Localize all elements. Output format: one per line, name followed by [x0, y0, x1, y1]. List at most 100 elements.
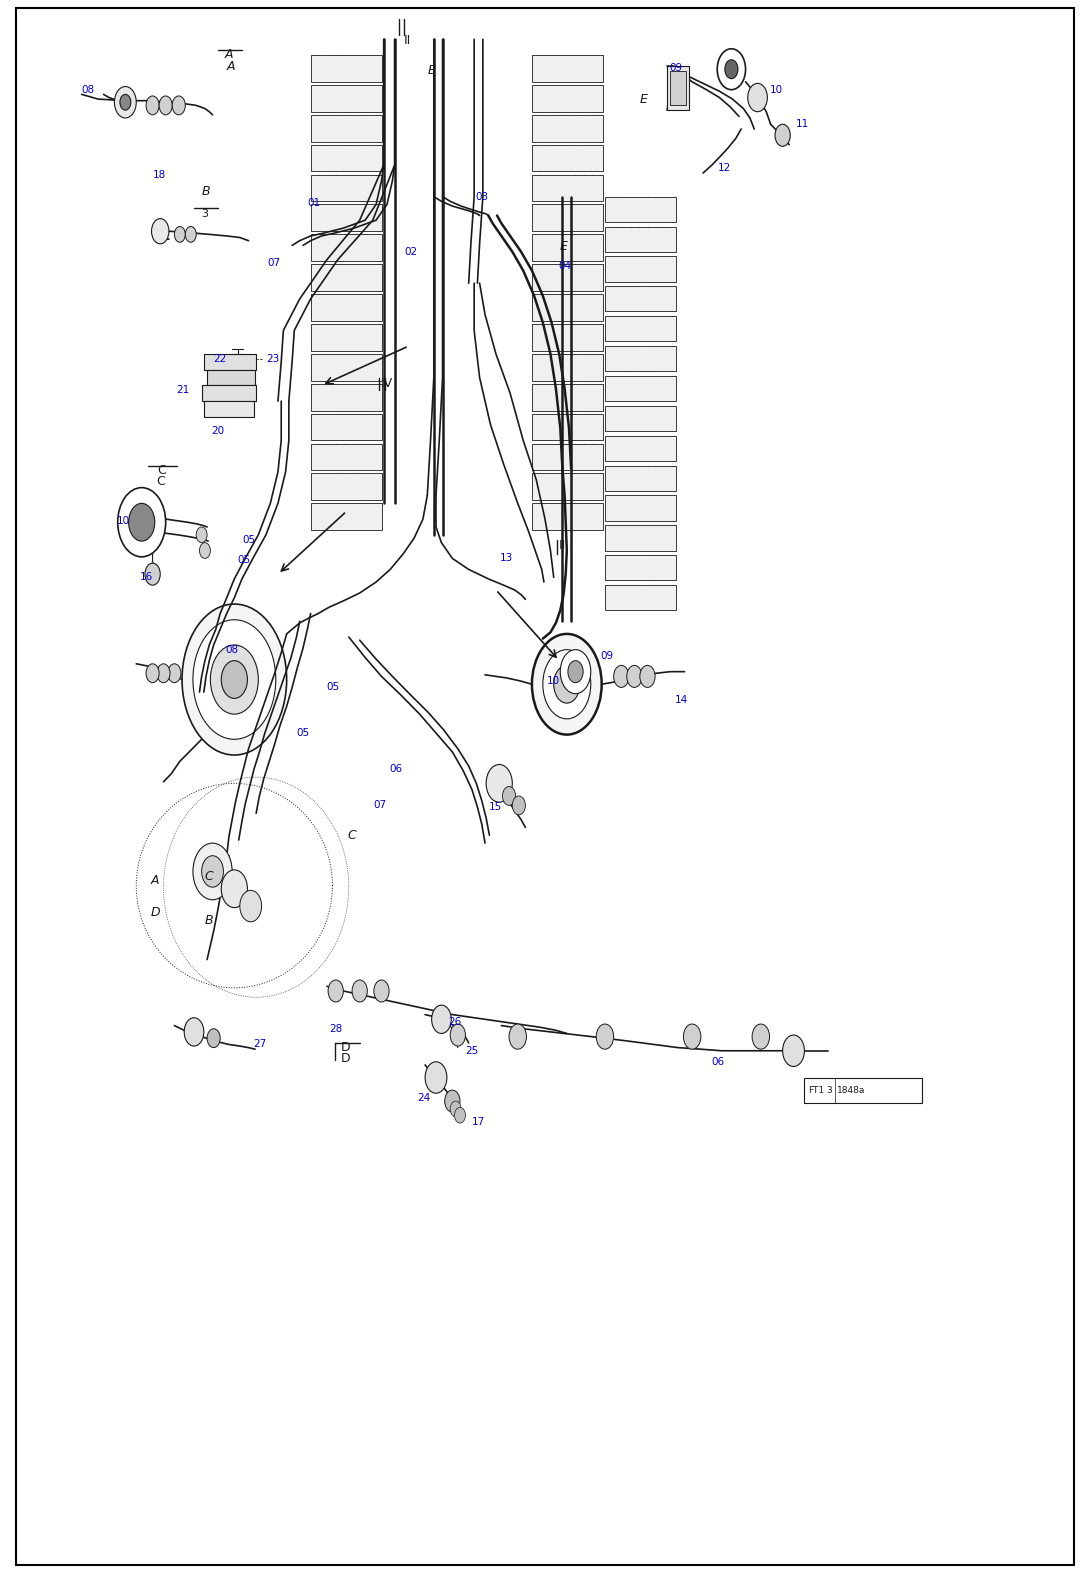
- Bar: [532, 175, 603, 201]
- Text: 27: 27: [253, 1040, 266, 1049]
- Circle shape: [432, 1005, 451, 1033]
- Text: 09: 09: [669, 63, 682, 72]
- Text: 06: 06: [389, 764, 402, 774]
- Text: 23: 23: [266, 354, 279, 363]
- Circle shape: [146, 96, 159, 115]
- Text: B: B: [202, 186, 210, 198]
- Circle shape: [560, 650, 591, 694]
- Circle shape: [450, 1101, 461, 1117]
- Bar: [605, 227, 676, 252]
- Text: D: D: [150, 906, 160, 919]
- Circle shape: [352, 980, 367, 1002]
- Bar: [532, 503, 603, 530]
- Circle shape: [172, 96, 185, 115]
- Bar: [532, 55, 603, 82]
- Bar: [311, 354, 382, 381]
- Bar: [605, 525, 676, 551]
- Circle shape: [129, 503, 155, 541]
- Text: 25: 25: [465, 1046, 479, 1055]
- Bar: [311, 115, 382, 142]
- Text: E: E: [640, 93, 647, 105]
- Bar: [532, 354, 603, 381]
- Text: 08: 08: [226, 645, 239, 654]
- Circle shape: [512, 796, 525, 815]
- Text: D: D: [341, 1052, 351, 1065]
- Text: 10: 10: [117, 516, 130, 525]
- Circle shape: [146, 664, 159, 683]
- Bar: [605, 555, 676, 580]
- Text: 18: 18: [153, 170, 166, 179]
- Circle shape: [199, 543, 210, 558]
- Bar: [532, 384, 603, 411]
- Circle shape: [543, 650, 591, 719]
- Circle shape: [184, 1018, 204, 1046]
- Bar: [204, 354, 256, 370]
- Text: 05: 05: [326, 683, 339, 692]
- Text: 04: 04: [558, 261, 571, 271]
- Text: 22: 22: [214, 354, 227, 363]
- Circle shape: [640, 665, 655, 687]
- Circle shape: [182, 604, 287, 755]
- Text: 28: 28: [329, 1024, 342, 1033]
- Bar: [311, 145, 382, 171]
- Text: 10: 10: [547, 676, 560, 686]
- Bar: [311, 55, 382, 82]
- Text: A: A: [227, 60, 235, 72]
- Bar: [605, 585, 676, 610]
- Circle shape: [486, 764, 512, 802]
- Bar: [605, 346, 676, 371]
- Circle shape: [425, 1062, 447, 1093]
- Bar: [532, 115, 603, 142]
- Circle shape: [240, 890, 262, 922]
- Bar: [670, 71, 686, 105]
- Circle shape: [185, 227, 196, 242]
- Text: 20: 20: [211, 426, 225, 436]
- Bar: [605, 256, 676, 282]
- Text: 03: 03: [475, 192, 488, 201]
- Circle shape: [118, 488, 166, 557]
- Circle shape: [196, 527, 207, 543]
- Bar: [311, 414, 382, 440]
- Circle shape: [159, 96, 172, 115]
- Circle shape: [775, 124, 790, 146]
- Circle shape: [193, 620, 276, 739]
- Text: 05: 05: [296, 728, 310, 738]
- Text: 17: 17: [472, 1117, 485, 1126]
- Bar: [202, 385, 256, 401]
- Bar: [207, 370, 255, 385]
- Bar: [605, 436, 676, 461]
- Bar: [804, 1078, 922, 1103]
- Circle shape: [114, 87, 136, 118]
- Text: 12: 12: [718, 164, 731, 173]
- Circle shape: [174, 227, 185, 242]
- Circle shape: [717, 49, 746, 90]
- Circle shape: [221, 661, 247, 698]
- Text: 07: 07: [374, 801, 387, 810]
- Bar: [204, 401, 254, 417]
- Text: 13: 13: [500, 554, 513, 563]
- Circle shape: [221, 870, 247, 908]
- Bar: [605, 197, 676, 222]
- Bar: [532, 204, 603, 231]
- Text: FT1: FT1: [808, 1085, 824, 1095]
- Text: 26: 26: [448, 1018, 461, 1027]
- Circle shape: [328, 980, 343, 1002]
- Bar: [311, 324, 382, 351]
- Bar: [311, 503, 382, 530]
- Bar: [532, 473, 603, 500]
- Circle shape: [568, 661, 583, 683]
- Text: D: D: [341, 1041, 350, 1054]
- Circle shape: [627, 665, 642, 687]
- Text: 09: 09: [601, 651, 614, 661]
- Text: E: E: [427, 64, 435, 77]
- Bar: [532, 85, 603, 112]
- Text: II: II: [403, 35, 411, 47]
- Text: C: C: [156, 475, 165, 488]
- Text: C: C: [157, 464, 166, 477]
- Text: 05: 05: [238, 555, 251, 565]
- Bar: [311, 204, 382, 231]
- Text: 01: 01: [307, 198, 320, 208]
- Bar: [605, 316, 676, 341]
- Bar: [532, 264, 603, 291]
- Bar: [605, 406, 676, 431]
